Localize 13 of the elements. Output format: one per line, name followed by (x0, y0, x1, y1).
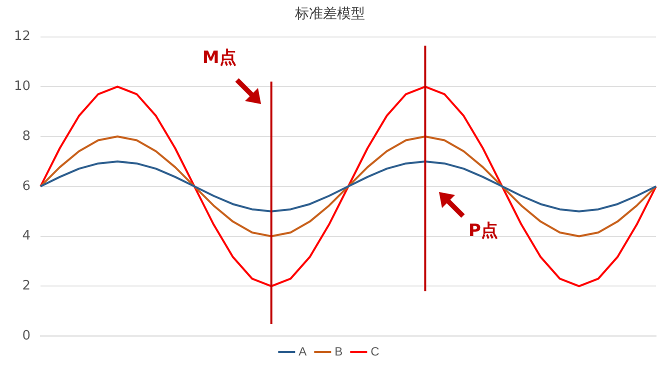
y-tick-label: 10 (14, 79, 31, 94)
y-tick-label: 4 (22, 228, 31, 244)
y-tick-label: 0 (22, 328, 31, 344)
y-tick-label: 8 (22, 128, 31, 144)
legend-label: B (334, 344, 343, 358)
legend-label: A (298, 344, 307, 358)
annotation: P点 (468, 221, 498, 242)
y-tick-label: 6 (22, 178, 31, 194)
annotation: M点 (202, 48, 236, 68)
legend-label: C (370, 344, 380, 358)
chart-title: 标准差模型 (294, 6, 365, 22)
y-tick-label: 12 (14, 29, 31, 44)
y-tick-label: 2 (22, 278, 31, 294)
